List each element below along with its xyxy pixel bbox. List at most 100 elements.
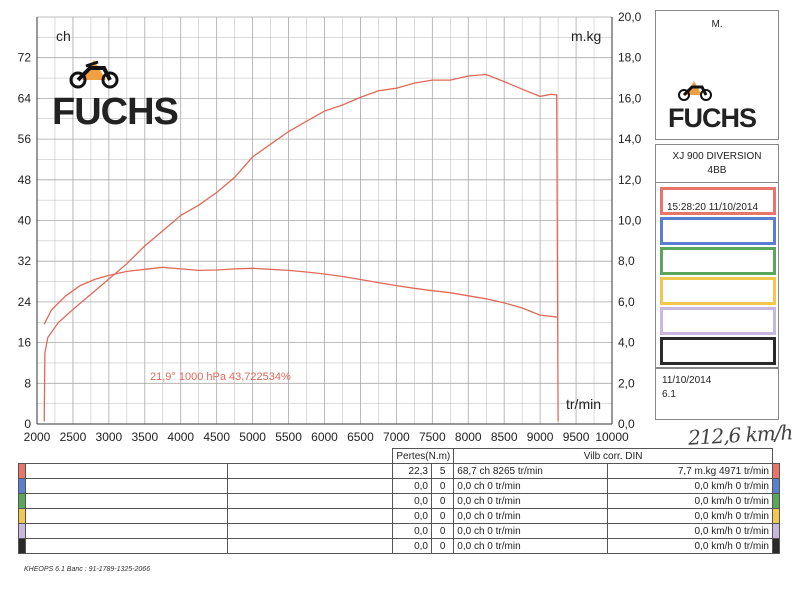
x-tick-label: 6500 xyxy=(347,430,374,444)
row-color-marker xyxy=(771,538,781,554)
footer-text: KHEOPS 6.1 Banc : 91-1789-1325-2066 xyxy=(24,566,151,573)
x-tick-label: 7000 xyxy=(383,430,410,444)
row-torque: 7,7 m.kg 4971 tr/min xyxy=(606,463,773,479)
table-row: 0,0 0 0,0 ch 0 tr/min 0,0 km/h 0 tr/min xyxy=(18,538,781,554)
row-cell-blank xyxy=(227,538,394,554)
x-tick-label: 5000 xyxy=(239,430,266,444)
table-row: 22,3 5 68,7 ch 8265 tr/min 7,7 m.kg 4971 tr… xyxy=(18,463,781,479)
row-cell-blank xyxy=(24,478,229,494)
y-left-tick-label: 32 xyxy=(18,254,32,268)
y-left-tick-label: 48 xyxy=(18,173,32,187)
row-pertes-b: 0 xyxy=(430,508,455,524)
x-tick-label: 4500 xyxy=(203,430,230,444)
row-pertes-a: 0,0 xyxy=(392,508,432,524)
bike-box: XJ 900 DIVERSION 4BB xyxy=(655,144,779,184)
table-row: 0,0 0 0,0 ch 0 tr/min 0,0 km/h 0 tr/min xyxy=(18,493,781,509)
row-pertes-b: 5 xyxy=(430,463,455,479)
x-tick-label: 10000 xyxy=(595,430,629,444)
x-tick-label: 3000 xyxy=(96,430,123,444)
table-row: 0,0 0 0,0 ch 0 tr/min 0,0 km/h 0 tr/min xyxy=(18,523,781,539)
row-pertes-a: 0,0 xyxy=(392,523,432,539)
row-cell-blank xyxy=(227,478,394,494)
row-torque: 0,0 km/h 0 tr/min xyxy=(606,523,773,539)
row-power: 0,0 ch 0 tr/min xyxy=(453,478,608,494)
run-strip-yellow[interactable] xyxy=(660,277,776,305)
y-left-tick-label: 24 xyxy=(18,295,32,309)
y-left-tick-label: 40 xyxy=(18,214,32,228)
chart-series xyxy=(43,73,559,422)
row-cell-blank xyxy=(24,463,229,479)
row-pertes-a: 0,0 xyxy=(392,538,432,554)
y-left-tick-label: 0 xyxy=(24,417,31,431)
power-curve xyxy=(43,73,559,422)
run-strip-blue[interactable] xyxy=(660,217,776,245)
y-left-tick-label: 72 xyxy=(18,51,32,65)
fuchs-logo: FUCHS xyxy=(52,60,179,133)
row-cell-blank xyxy=(24,538,229,554)
row-pertes-b: 0 xyxy=(430,493,455,509)
y-left-tick-label: 8 xyxy=(24,376,31,390)
row-pertes-b: 0 xyxy=(430,523,455,539)
row-color-marker xyxy=(18,463,26,479)
y-right-tick-label: 2,0 xyxy=(618,376,635,390)
x-tick-label: 4000 xyxy=(167,430,194,444)
bike-code: 4BB xyxy=(707,165,727,176)
row-color-marker xyxy=(18,523,26,539)
torque-curve xyxy=(43,266,559,325)
row-power: 0,0 ch 0 tr/min xyxy=(453,523,608,539)
handwritten-speed-note: 212,6 km/h xyxy=(687,420,793,450)
y-right-tick-label: 6,0 xyxy=(618,295,635,309)
y-right-tick-label: 12,0 xyxy=(618,173,642,187)
chart-logo-text: FUCHS xyxy=(52,91,178,133)
row-cell-blank xyxy=(24,493,229,509)
y-right-tick-label: 16,0 xyxy=(618,91,642,105)
y-left-tick-label: 56 xyxy=(18,132,32,146)
row-power: 0,0 ch 0 tr/min xyxy=(453,538,608,554)
run-strip-black[interactable] xyxy=(660,337,776,365)
y-right-tick-label: 14,0 xyxy=(618,132,642,146)
row-pertes-a: 22,3 xyxy=(392,463,432,479)
x-tick-label: 3500 xyxy=(131,430,158,444)
row-color-marker xyxy=(771,493,781,509)
software-version: 6.1 xyxy=(662,389,676,400)
row-cell-blank xyxy=(227,463,394,479)
report-date: 11/10/2014 xyxy=(662,375,712,386)
client-box: M. FUCHS xyxy=(655,10,779,140)
x-tick-label: 2500 xyxy=(60,430,87,444)
x-tick-label: 7500 xyxy=(419,430,446,444)
header-vilb: Vilb corr. DIN xyxy=(453,448,773,464)
y-right-tick-label: 10,0 xyxy=(618,214,642,228)
run-strip-green[interactable] xyxy=(660,247,776,275)
row-color-marker xyxy=(771,523,781,539)
runs-box: 15:28:20 11/10/2014 xyxy=(655,182,779,368)
row-color-marker xyxy=(18,508,26,524)
table-row: 0,0 0 0,0 ch 0 tr/min 0,0 km/h 0 tr/min xyxy=(18,478,781,494)
run-strip-red[interactable]: 15:28:20 11/10/2014 xyxy=(660,187,776,215)
sidebar-logo: FUCHS xyxy=(668,81,757,133)
bike-model: XJ 900 DIVERSION xyxy=(672,151,762,162)
y-left-tick-label: 64 xyxy=(18,91,32,105)
row-cell-blank xyxy=(24,508,229,524)
row-torque: 0,0 km/h 0 tr/min xyxy=(606,493,773,509)
run-label: 15:28:20 11/10/2014 xyxy=(667,202,759,213)
run-strip-lavender[interactable] xyxy=(660,307,776,335)
row-torque: 0,0 km/h 0 tr/min xyxy=(606,478,773,494)
x-tick-label: 8000 xyxy=(455,430,482,444)
chart-grid xyxy=(36,16,613,425)
row-pertes-a: 0,0 xyxy=(392,493,432,509)
row-color-marker xyxy=(771,508,781,524)
row-power: 0,0 ch 0 tr/min xyxy=(453,508,608,524)
left-axis-unit: ch xyxy=(56,28,71,44)
info-sidebar: M. FUCHS XJ 900 DIVERSION 4BB 15:28:20 1… xyxy=(655,10,779,425)
row-power: 0,0 ch 0 tr/min xyxy=(453,493,608,509)
row-cell-blank xyxy=(227,508,394,524)
date-box: 11/10/2014 6.1 xyxy=(655,368,779,420)
row-color-marker xyxy=(18,478,26,494)
row-color-marker xyxy=(771,463,781,479)
row-torque: 0,0 km/h 0 tr/min xyxy=(606,508,773,524)
dyno-chart: 2000 2500 3000 3500 4000 4500 5000 5500 6000 6500… xyxy=(18,10,642,444)
row-color-marker xyxy=(18,493,26,509)
chart-axes xyxy=(36,17,613,425)
sidebar-motorbike-icon xyxy=(678,85,712,101)
y-right-tick-label: 4,0 xyxy=(618,336,635,350)
